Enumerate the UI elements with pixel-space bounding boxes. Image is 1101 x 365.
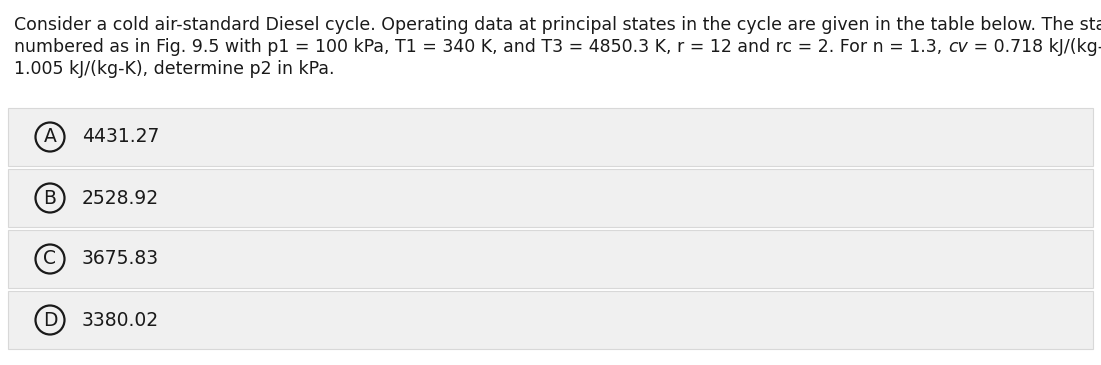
Text: 4431.27: 4431.27 xyxy=(81,127,160,146)
Text: Consider a cold air-standard Diesel cycle. Operating data at principal states in: Consider a cold air-standard Diesel cycl… xyxy=(14,16,1101,34)
FancyBboxPatch shape xyxy=(8,169,1093,227)
Text: 3675.83: 3675.83 xyxy=(81,250,160,269)
FancyBboxPatch shape xyxy=(8,230,1093,288)
FancyBboxPatch shape xyxy=(8,108,1093,166)
FancyBboxPatch shape xyxy=(8,291,1093,349)
Text: 1.005 kJ/(kg-K), determine p2 in kPa.: 1.005 kJ/(kg-K), determine p2 in kPa. xyxy=(14,60,335,78)
Text: = 0.718 kJ/(kg-K), and: = 0.718 kJ/(kg-K), and xyxy=(968,38,1101,56)
Text: D: D xyxy=(43,311,57,330)
Text: numbered as in Fig. 9.5 with p1 = 100 kPa, T1 = 340 K, and T3 = 4850.3 K, r = 12: numbered as in Fig. 9.5 with p1 = 100 kP… xyxy=(14,38,948,56)
Text: C: C xyxy=(44,250,56,269)
Text: B: B xyxy=(44,188,56,207)
Text: cv: cv xyxy=(948,38,968,56)
Text: 2528.92: 2528.92 xyxy=(81,188,160,207)
Text: 3380.02: 3380.02 xyxy=(81,311,160,330)
Text: A: A xyxy=(44,127,56,146)
